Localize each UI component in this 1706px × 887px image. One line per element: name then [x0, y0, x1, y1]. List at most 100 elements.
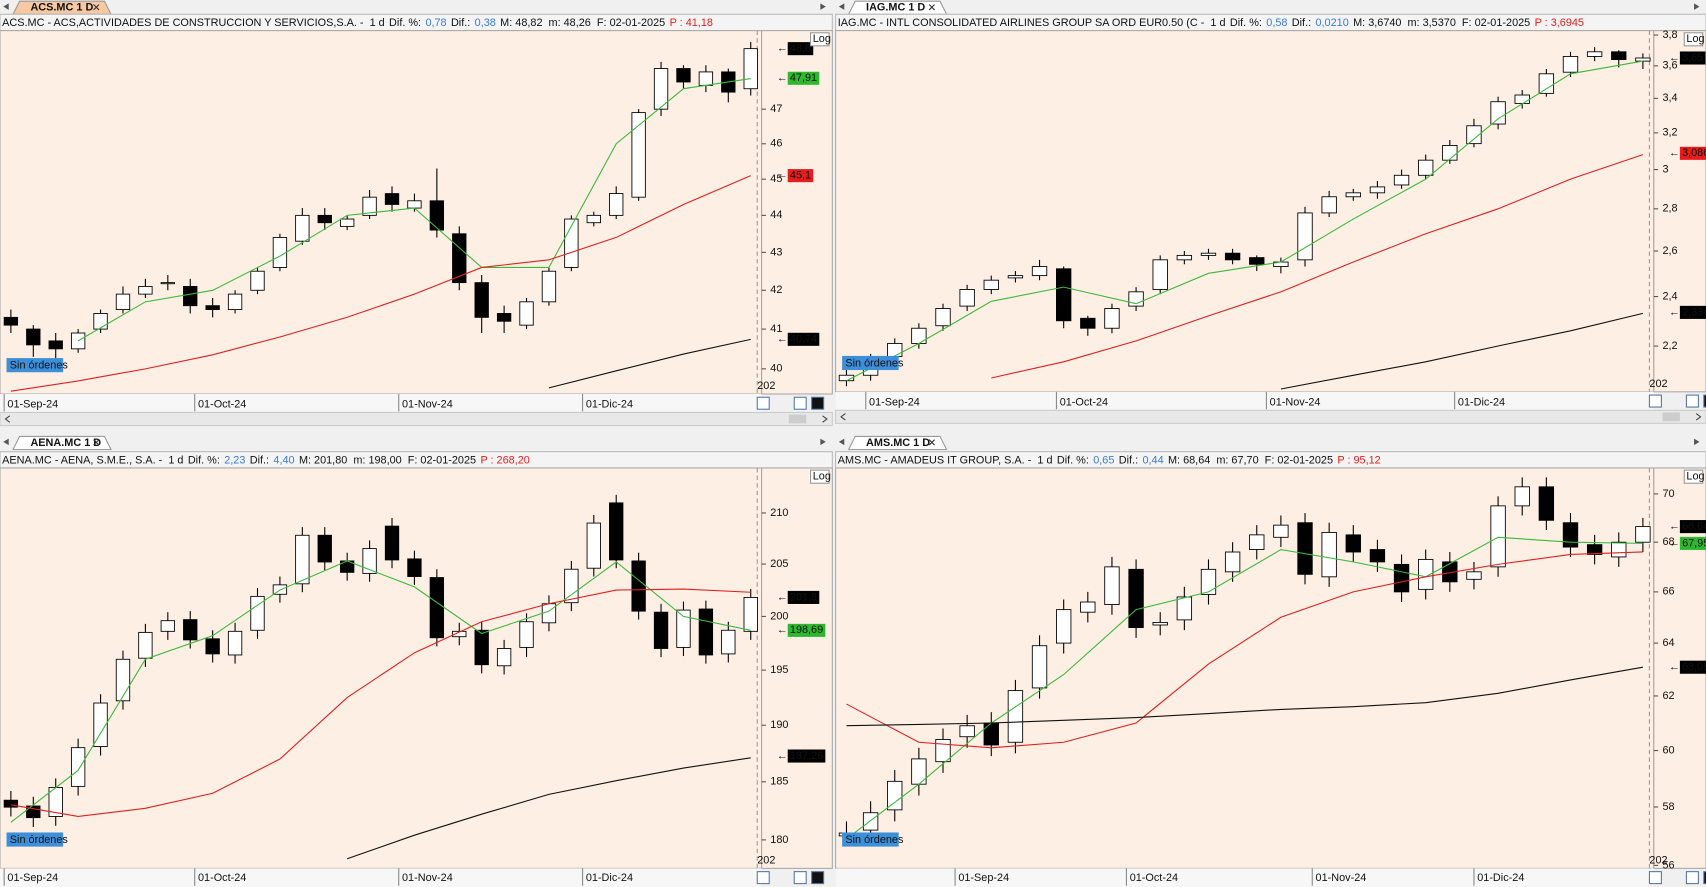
- toolbar-button[interactable]: [1648, 871, 1662, 885]
- scroll-right[interactable]: [822, 415, 828, 423]
- y-tick-label: 46: [770, 138, 782, 150]
- scrollbar-thumb[interactable]: [1662, 412, 1680, 422]
- log-button[interactable]: [1683, 469, 1704, 484]
- tab-close[interactable]: [93, 4, 100, 11]
- toolbar-button[interactable]: [1685, 394, 1699, 408]
- orders-badge-label: Sin órdenes: [845, 834, 904, 846]
- candle-body: [935, 308, 951, 327]
- candle-body: [26, 805, 41, 819]
- toolbar-button[interactable]: [1648, 394, 1662, 408]
- y-tick-label: 40: [770, 363, 782, 375]
- x-axis-area: [0, 393, 762, 412]
- tab-label[interactable]: AENA.MC 1 D: [30, 437, 101, 449]
- candle-body: [1249, 534, 1265, 550]
- log-button-label[interactable]: Log: [1686, 471, 1704, 483]
- toolbar-button[interactable]: [1703, 871, 1706, 885]
- candle-body: [564, 568, 579, 604]
- candle-body: [935, 739, 951, 763]
- tab-label[interactable]: ACS.MC 1 D: [30, 2, 93, 14]
- candle-body: [429, 577, 445, 639]
- scrollbar[interactable]: [835, 409, 1706, 424]
- header-text: IAG.MC - INTL CONSOLIDATED AIRLINES GROU…: [838, 17, 1584, 29]
- candle-body: [1152, 259, 1168, 290]
- candle-body: [3, 799, 19, 808]
- scroll-right[interactable]: [1695, 413, 1702, 421]
- tab-scroll-left[interactable]: [838, 438, 845, 446]
- y-tick-label: 56: [1662, 859, 1674, 871]
- candle-body: [1176, 596, 1193, 621]
- x-tick-label: 01-Oct-24: [1130, 872, 1178, 884]
- year-stub: 202: [1649, 855, 1667, 867]
- moving-average: [10, 175, 751, 392]
- candle-body: [911, 327, 927, 344]
- toolbar-button[interactable]: [793, 871, 807, 885]
- y-tick-label: 64: [1662, 637, 1674, 649]
- tab[interactable]: [847, 435, 948, 451]
- candle-body: [541, 270, 557, 303]
- tab-close[interactable]: [928, 4, 935, 11]
- tab-close[interactable]: [928, 439, 935, 446]
- candle-body: [138, 631, 153, 659]
- candle-body: [496, 648, 512, 667]
- tab-scroll-right[interactable]: [820, 438, 826, 446]
- tab-label[interactable]: IAG.MC 1 D: [866, 2, 925, 14]
- candle-body: [474, 282, 489, 318]
- toolbar-button[interactable]: [1703, 394, 1706, 408]
- y-tick-label: 60: [1662, 744, 1674, 756]
- log-button[interactable]: [1683, 32, 1704, 47]
- price-label: 40,74: [790, 333, 817, 345]
- candle-body: [1393, 563, 1410, 593]
- candle-body: [1369, 186, 1386, 194]
- y-tick-label: 2,8: [1662, 203, 1677, 215]
- scroll-left[interactable]: [4, 415, 11, 423]
- tab-scroll-left[interactable]: [3, 3, 9, 10]
- y-tick-label: 58: [1662, 801, 1674, 813]
- tab-scroll-right[interactable]: [820, 3, 826, 10]
- candle-body: [698, 71, 714, 86]
- candle-body: [983, 722, 999, 746]
- log-button-label[interactable]: Log: [813, 33, 831, 45]
- candle-body: [1031, 266, 1048, 277]
- candle-body: [26, 328, 41, 346]
- candle-body: [609, 502, 624, 561]
- scrollbar[interactable]: [0, 411, 833, 427]
- y-tick-label: 3,8: [1662, 29, 1677, 41]
- candle-body: [1538, 73, 1555, 94]
- log-button[interactable]: [810, 469, 830, 484]
- log-button[interactable]: [810, 32, 830, 47]
- toolbar-button[interactable]: [756, 871, 770, 885]
- y-tick-label: 43: [770, 246, 782, 258]
- price-label-box: [787, 623, 826, 637]
- scroll-left[interactable]: [840, 413, 846, 421]
- tab-scroll-left[interactable]: [3, 438, 9, 446]
- header-dif-pct: 0,58: [1266, 17, 1287, 29]
- price-arrow: ←: [777, 591, 788, 603]
- toolbar-button[interactable]: [1685, 871, 1699, 885]
- candle-body: [1104, 566, 1120, 605]
- price-arrow: ←: [1669, 537, 1680, 549]
- candle-body: [743, 48, 758, 90]
- header-title: IAG.MC - INTL CONSOLIDATED AIRLINES GROU…: [838, 17, 1226, 29]
- toolbar-button[interactable]: [811, 396, 825, 410]
- toolbar-button[interactable]: [811, 871, 825, 885]
- candle-body: [1345, 534, 1361, 553]
- tab-scroll-left[interactable]: [838, 3, 845, 10]
- tab-scroll-right[interactable]: [1694, 438, 1700, 446]
- candle-body: [227, 293, 243, 310]
- tab-close[interactable]: [93, 439, 100, 446]
- candle-body: [519, 621, 534, 648]
- tab[interactable]: [12, 435, 112, 451]
- log-button-label[interactable]: Log: [1686, 33, 1704, 45]
- log-button-label[interactable]: Log: [813, 471, 831, 483]
- tab-scroll-right[interactable]: [1694, 3, 1700, 10]
- price-label-box: [1679, 660, 1706, 674]
- candle-body: [698, 608, 714, 656]
- x-axis-area: [835, 391, 1654, 410]
- y-tick-label: 2,2: [1662, 340, 1677, 352]
- scrollbar-thumb[interactable]: [788, 414, 807, 424]
- tab-label[interactable]: AMS.MC 1 D: [866, 437, 930, 449]
- y-tick-label: 3,6: [1662, 60, 1677, 72]
- toolbar-button[interactable]: [756, 396, 770, 410]
- toolbar-button[interactable]: [793, 396, 807, 410]
